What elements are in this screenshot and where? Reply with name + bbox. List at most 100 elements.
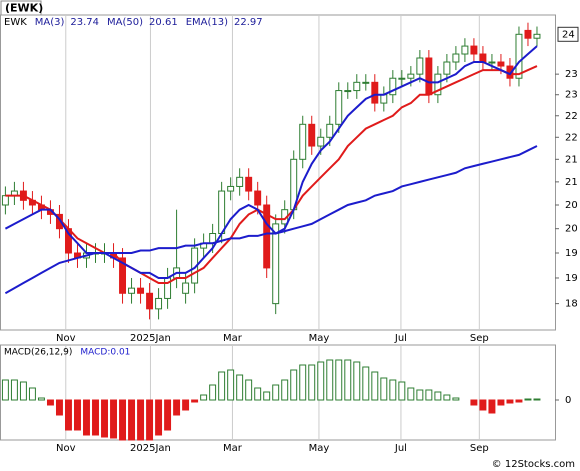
candle-body	[380, 94, 388, 104]
macd-bar	[10, 379, 18, 401]
candle-body	[470, 45, 478, 55]
candle-body	[128, 287, 136, 294]
candle-body	[398, 77, 406, 80]
macd-bar	[83, 399, 90, 436]
x-tick-label: Mar	[223, 333, 243, 344]
candle-body	[272, 223, 280, 305]
macd-bar	[92, 399, 99, 436]
macd-bar	[497, 399, 505, 406]
candle-body	[119, 257, 127, 294]
macd-bar	[110, 399, 117, 439]
macd-bar	[164, 399, 172, 431]
y-tick-label: 20	[565, 200, 578, 211]
legend-value: 20.61	[149, 17, 178, 28]
x-tick-label: Jul	[394, 333, 407, 344]
macd-bar	[227, 369, 235, 401]
macd-bar	[326, 359, 334, 401]
plot-frame	[0, 14, 556, 331]
macd-bar	[200, 394, 208, 401]
candle-body	[146, 292, 154, 310]
y-tick-label: 0	[565, 395, 571, 406]
footer: © 12Stocks.com	[492, 459, 575, 470]
candle-body	[461, 45, 469, 55]
candle-body	[308, 123, 316, 147]
macd-bar	[524, 398, 532, 401]
macd-bar	[65, 399, 72, 431]
y-tick-label: 22	[565, 111, 578, 122]
macd-bar	[371, 371, 379, 401]
candle-body	[488, 61, 496, 64]
macd-bar	[452, 397, 460, 401]
candle-body	[443, 61, 451, 75]
macd-bar	[28, 387, 36, 401]
candle-body	[335, 90, 343, 125]
x-tick-label: May	[309, 333, 330, 344]
macd-bar	[362, 366, 370, 401]
macd-bar	[119, 399, 127, 441]
macd-bar	[425, 389, 433, 401]
plot-frame	[0, 344, 556, 441]
macd-bar	[236, 374, 244, 401]
candle-body	[389, 77, 397, 96]
candle-body	[263, 204, 271, 269]
macd-bar	[533, 398, 541, 401]
candle-body	[155, 297, 163, 310]
x-tick-label: Sep	[470, 333, 489, 344]
macd-bar	[434, 391, 442, 401]
macd-title: MACD(26,12,9)	[4, 348, 72, 358]
macd-bar	[191, 399, 199, 403]
macd-bar	[443, 394, 451, 401]
candle-body	[353, 81, 361, 92]
candle-body	[362, 81, 370, 84]
ma-line	[4, 45, 538, 279]
macd-bar	[407, 387, 415, 401]
macd-bar	[416, 389, 424, 401]
macd-bar	[209, 384, 217, 401]
candle-body	[218, 190, 226, 235]
macd-bar	[146, 399, 154, 441]
macd-bar	[55, 399, 63, 416]
ma-line	[5, 65, 538, 285]
x-tick-label: Sep	[470, 443, 489, 454]
legend-value: 23.74	[70, 17, 99, 28]
macd-bar	[37, 397, 45, 401]
candle-body	[452, 53, 460, 63]
macd-bar	[19, 381, 27, 401]
candle-body	[227, 185, 235, 192]
candle-body	[1, 195, 9, 206]
legend-name: EMA(13)	[186, 17, 228, 28]
macd-bar	[281, 379, 289, 401]
candle-body	[245, 176, 253, 192]
candle-body	[344, 90, 352, 93]
y-tick-label: 23	[565, 69, 578, 80]
macd-bar	[245, 379, 253, 401]
macd-bar	[335, 359, 343, 401]
candle-body	[182, 282, 190, 294]
macd-bar	[290, 369, 298, 401]
macd-value: MACD:0.01	[80, 348, 130, 358]
y-tick-label: 23	[565, 90, 578, 101]
candle-body	[515, 33, 523, 79]
macd-bar	[1, 379, 9, 401]
candle-body	[497, 61, 505, 67]
last-price-box	[557, 26, 579, 42]
macd-bar	[299, 364, 307, 401]
macd-bar	[398, 381, 406, 401]
y-tick-label: 21	[565, 177, 578, 188]
candle-body	[524, 29, 532, 39]
x-tick-label: 2025Jan	[130, 443, 171, 454]
candle-body	[533, 33, 541, 39]
legend-value: 22.97	[234, 17, 263, 28]
y-tick-label: 18	[565, 299, 578, 310]
macd-bar	[506, 399, 514, 404]
candle-body	[416, 57, 424, 75]
candle-body	[407, 73, 415, 79]
macd-bar	[272, 384, 280, 401]
y-tick-label: 20	[565, 224, 578, 235]
candle-body	[137, 287, 145, 294]
macd-bar	[479, 399, 487, 411]
candle-body	[425, 57, 433, 96]
macd-bar	[46, 399, 54, 406]
macd-bar	[470, 399, 478, 406]
